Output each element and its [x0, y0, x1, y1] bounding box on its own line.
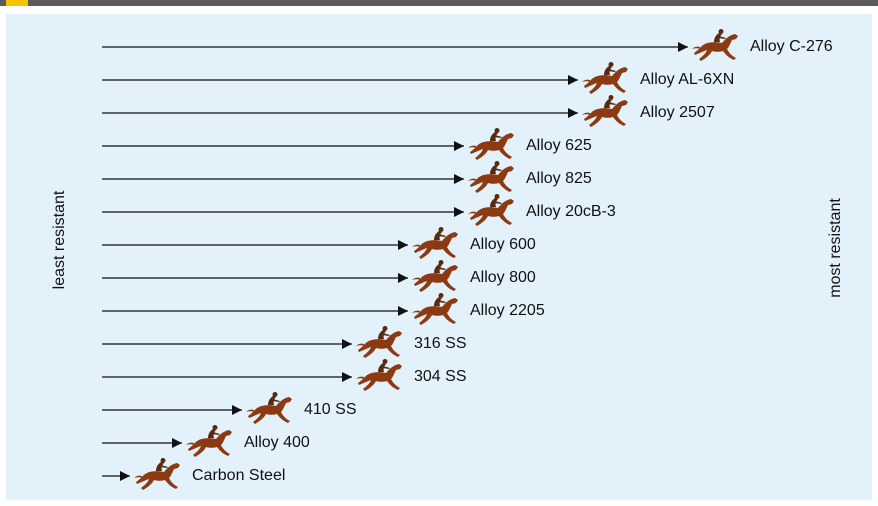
item-label: Alloy 800 [470, 269, 536, 286]
item-label: Alloy 600 [470, 236, 536, 253]
row: Alloy AL-6XN [102, 62, 734, 94]
item-label: Alloy C-276 [750, 38, 833, 55]
row: Alloy 800 [102, 260, 536, 292]
item-label: 304 SS [414, 368, 466, 385]
row: Alloy 20cB-3 [102, 194, 616, 226]
row: Alloy 625 [102, 128, 592, 160]
row: 304 SS [102, 359, 466, 391]
side-label-left: least resistant [51, 190, 68, 289]
panel [6, 14, 872, 500]
row: 316 SS [102, 326, 466, 358]
side-label-right: most resistant [827, 198, 844, 298]
item-label: Alloy AL-6XN [640, 71, 734, 88]
row: Alloy C-276 [102, 29, 833, 61]
item-label: Alloy 2205 [470, 302, 545, 319]
item-label: Alloy 625 [526, 137, 592, 154]
row: Alloy 2205 [102, 293, 545, 325]
item-label: 316 SS [414, 335, 466, 352]
row: Alloy 400 [102, 425, 310, 457]
row: 410 SS [102, 392, 356, 424]
item-label: Carbon Steel [192, 467, 285, 484]
row: Carbon Steel [102, 458, 285, 490]
item-label: Alloy 400 [244, 434, 310, 451]
rows: Alloy C-276 Alloy AL-6XN Alloy 2507 Alloy 6… [102, 29, 833, 490]
item-label: Alloy 825 [526, 170, 592, 187]
item-label: 410 SS [304, 401, 356, 418]
top-bar [0, 0, 878, 6]
item-label: Alloy 2507 [640, 104, 715, 121]
row: Alloy 600 [102, 227, 536, 259]
top-accent [6, 0, 28, 6]
row: Alloy 825 [102, 161, 592, 193]
item-label: Alloy 20cB-3 [526, 203, 616, 220]
row: Alloy 2507 [102, 95, 715, 127]
